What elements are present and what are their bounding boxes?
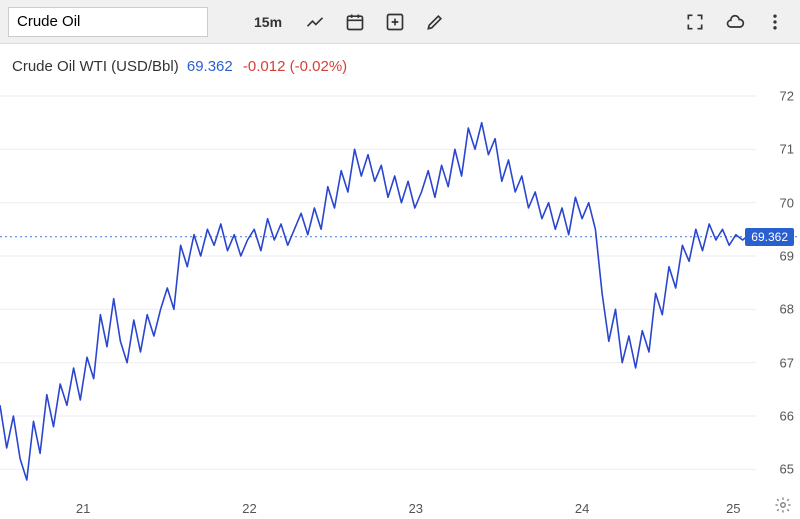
x-tick-label: 23: [409, 501, 423, 516]
settings-icon[interactable]: [774, 496, 792, 514]
x-tick-label: 22: [242, 501, 256, 516]
toolbar: 15m: [0, 0, 800, 44]
interval-selector[interactable]: 15m: [244, 8, 292, 36]
edit-icon[interactable]: [418, 5, 452, 39]
price-chart: [0, 80, 800, 496]
cloud-icon[interactable]: [718, 5, 752, 39]
change-abs: -0.012: [243, 58, 286, 75]
instrument-name: Crude Oil WTI (USD/Bbl): [12, 58, 179, 75]
add-panel-icon[interactable]: [378, 5, 412, 39]
x-tick-label: 25: [726, 501, 740, 516]
x-axis: 21 22 23 24 25: [0, 496, 756, 518]
current-price: 69.362: [187, 58, 233, 75]
symbol-input[interactable]: [8, 7, 208, 37]
chart-header: Crude Oil WTI (USD/Bbl) 69.362 -0.012 (-…: [0, 44, 800, 79]
x-tick-label: 24: [575, 501, 589, 516]
price-change: -0.012 (-0.02%): [243, 58, 347, 75]
x-tick-label: 21: [76, 501, 90, 516]
fullscreen-icon[interactable]: [678, 5, 712, 39]
calendar-icon[interactable]: [338, 5, 372, 39]
chart-type-icon[interactable]: [298, 5, 332, 39]
chart-area[interactable]: [0, 80, 800, 496]
more-icon[interactable]: [758, 5, 792, 39]
change-pct: (-0.02%): [290, 58, 348, 75]
